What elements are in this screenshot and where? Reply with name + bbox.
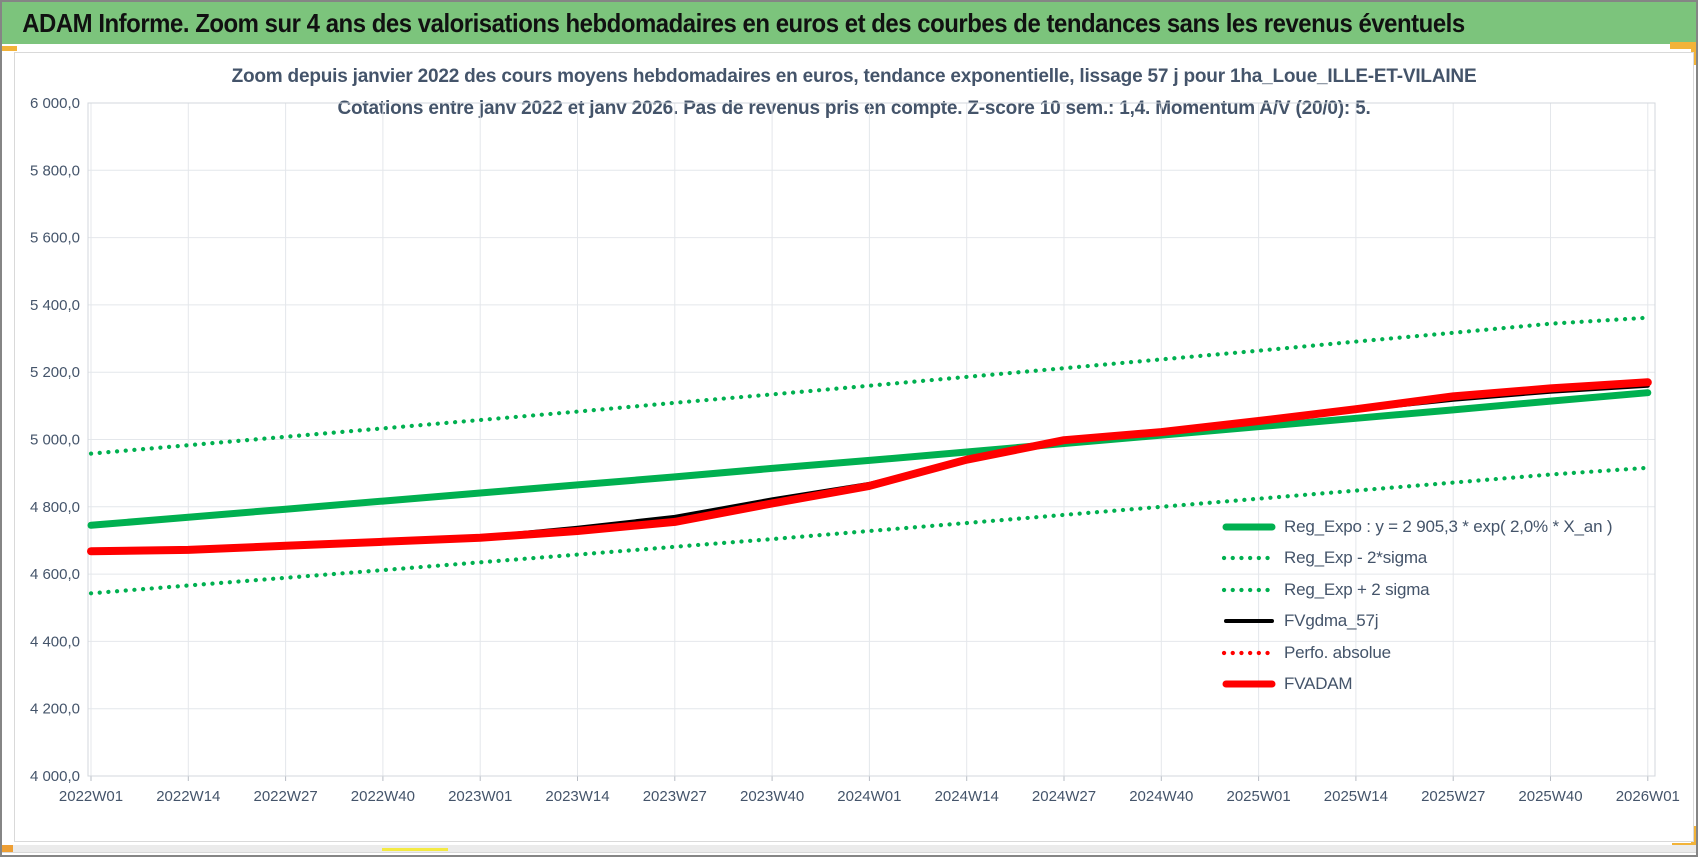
scrollbar-origin-mark[interactable] xyxy=(2,845,13,852)
chart-legend: Reg_Expo : y = 2 905,3 * exp( 2,0% * X_a… xyxy=(1221,511,1613,701)
horizontal-scrollbar-track[interactable] xyxy=(2,845,1696,853)
legend-item[interactable]: Perfo. absolue xyxy=(1221,637,1612,669)
x-axis-label: 2022W01 xyxy=(59,788,123,805)
x-axis-label: 2025W01 xyxy=(1226,788,1290,805)
x-axis-label: 2025W14 xyxy=(1324,788,1388,805)
x-axis-label: 2026W01 xyxy=(1616,788,1680,805)
selection-handle-top-right[interactable] xyxy=(1670,42,1696,49)
legend-item[interactable]: FVgdma_57j xyxy=(1221,606,1612,638)
y-axis-label: 5 200,0 xyxy=(30,364,80,381)
y-axis-label: 4 000,0 xyxy=(30,768,80,785)
scrollbar-position-mark[interactable] xyxy=(382,848,448,851)
y-axis-label: 5 400,0 xyxy=(30,297,80,314)
series-line-FVADAM[interactable] xyxy=(87,378,1652,556)
legend-line-sample xyxy=(1221,556,1277,561)
legend-line-sample xyxy=(1221,587,1277,592)
selection-handle-top-left[interactable] xyxy=(2,46,17,51)
legend-line-sample xyxy=(1221,650,1277,655)
x-axis-label: 2025W40 xyxy=(1518,788,1582,805)
series-line-Reg_Exp[interactable] xyxy=(88,465,1650,596)
series-line-Reg_Expo[interactable] xyxy=(87,389,1652,529)
x-axis-label: 2023W14 xyxy=(545,788,609,805)
x-axis-label: 2022W14 xyxy=(156,788,220,805)
legend-item[interactable]: Reg_Exp + 2 sigma xyxy=(1221,574,1612,606)
y-axis-label: 5 000,0 xyxy=(30,432,80,449)
x-axis-label: 2024W01 xyxy=(837,788,901,805)
x-axis-label: 2025W27 xyxy=(1421,788,1485,805)
plot-canvas: 6 000,0 5 800,0 5 600,0 5 400,0 5 200,0 5 000… xyxy=(30,95,1680,805)
x-axis-label: 2023W01 xyxy=(448,788,512,805)
x-axis-label: 2024W40 xyxy=(1129,788,1193,805)
chart-area: Zoom depuis janvier 2022 des cours moyen… xyxy=(14,52,1694,842)
legend-line-sample xyxy=(1224,619,1274,624)
x-axis-label: 2022W40 xyxy=(351,788,415,805)
x-axis-label: 2024W14 xyxy=(935,788,999,805)
legend-label: Reg_Exp + 2 sigma xyxy=(1284,579,1430,599)
header-title-bar: ADAM Informe. Zoom sur 4 ans des valoris… xyxy=(2,2,1696,44)
plot-border xyxy=(87,102,1656,777)
legend-line-sample xyxy=(1222,680,1276,688)
legend-label: FVgdma_57j xyxy=(1284,611,1379,631)
x-axis-label: 2023W27 xyxy=(643,788,707,805)
legend-label: Perfo. absolue xyxy=(1284,642,1391,662)
legend-item[interactable]: Reg_Exp - 2*sigma xyxy=(1221,543,1612,575)
y-axis-label: 4 800,0 xyxy=(30,499,80,516)
y-axis-label: 5 800,0 xyxy=(30,162,80,179)
y-axis-label: 4 400,0 xyxy=(30,633,80,650)
y-axis-label: 4 200,0 xyxy=(30,701,80,718)
y-axis-label: 6 000,0 xyxy=(30,95,80,112)
y-axis-label: 4 600,0 xyxy=(30,566,80,583)
series-line-Reg_Exp[interactable] xyxy=(88,315,1650,456)
legend-item[interactable]: Reg_Expo : y = 2 905,3 * exp( 2,0% * X_a… xyxy=(1221,511,1613,543)
chart-title-line1: Zoom depuis janvier 2022 des cours moyen… xyxy=(231,66,1477,87)
legend-label: Reg_Exp - 2*sigma xyxy=(1284,548,1428,568)
x-axis-label: 2023W40 xyxy=(740,788,804,805)
legend-item[interactable]: FVADAM xyxy=(1221,669,1612,701)
x-axis-label: 2022W27 xyxy=(253,788,317,805)
legend-label: FVADAM xyxy=(1284,674,1353,694)
header-title: ADAM Informe. Zoom sur 4 ans des valoris… xyxy=(22,7,1465,38)
x-axis-label: 2024W27 xyxy=(1032,788,1096,805)
legend-label: Reg_Expo : y = 2 905,3 * exp( 2,0% * X_a… xyxy=(1284,516,1613,536)
legend-line-sample xyxy=(1222,523,1276,531)
y-axis-label: 5 600,0 xyxy=(30,230,80,247)
